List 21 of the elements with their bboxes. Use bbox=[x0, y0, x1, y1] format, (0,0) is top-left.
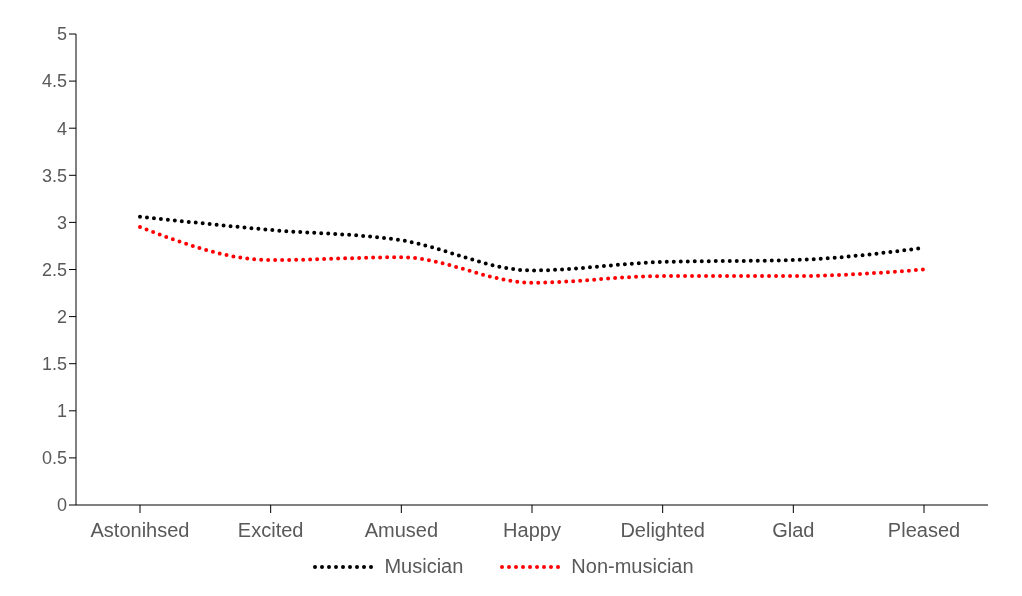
x-tick-label: Delighted bbox=[620, 519, 705, 542]
y-tick-label: 1.5 bbox=[41, 354, 67, 375]
y-tick-label: 5 bbox=[56, 24, 67, 45]
x-tick-label: Happy bbox=[503, 519, 561, 542]
x-tick-label: Excited bbox=[237, 519, 304, 542]
legend-label: Non-musician bbox=[571, 555, 694, 578]
y-tick-label: 1 bbox=[56, 401, 67, 422]
y-tick-label: 0.5 bbox=[41, 448, 67, 469]
y-tick-label: 3.5 bbox=[41, 165, 67, 186]
y-tick-label: 2 bbox=[56, 306, 67, 327]
y-tick-label: 2.5 bbox=[41, 259, 67, 280]
x-tick-label: Glad bbox=[772, 519, 815, 542]
x-tick-label: Pleased bbox=[887, 519, 961, 542]
y-tick-label: 0 bbox=[56, 495, 67, 516]
y-tick-label: 3 bbox=[56, 212, 67, 233]
x-tick-label: Astonihsed bbox=[90, 519, 190, 542]
x-tick-label: Amused bbox=[364, 519, 439, 542]
y-tick-label: 4.5 bbox=[41, 71, 67, 92]
legend-label: Musician bbox=[384, 555, 464, 578]
line-series bbox=[138, 225, 926, 285]
y-tick-label: 4 bbox=[56, 118, 67, 139]
